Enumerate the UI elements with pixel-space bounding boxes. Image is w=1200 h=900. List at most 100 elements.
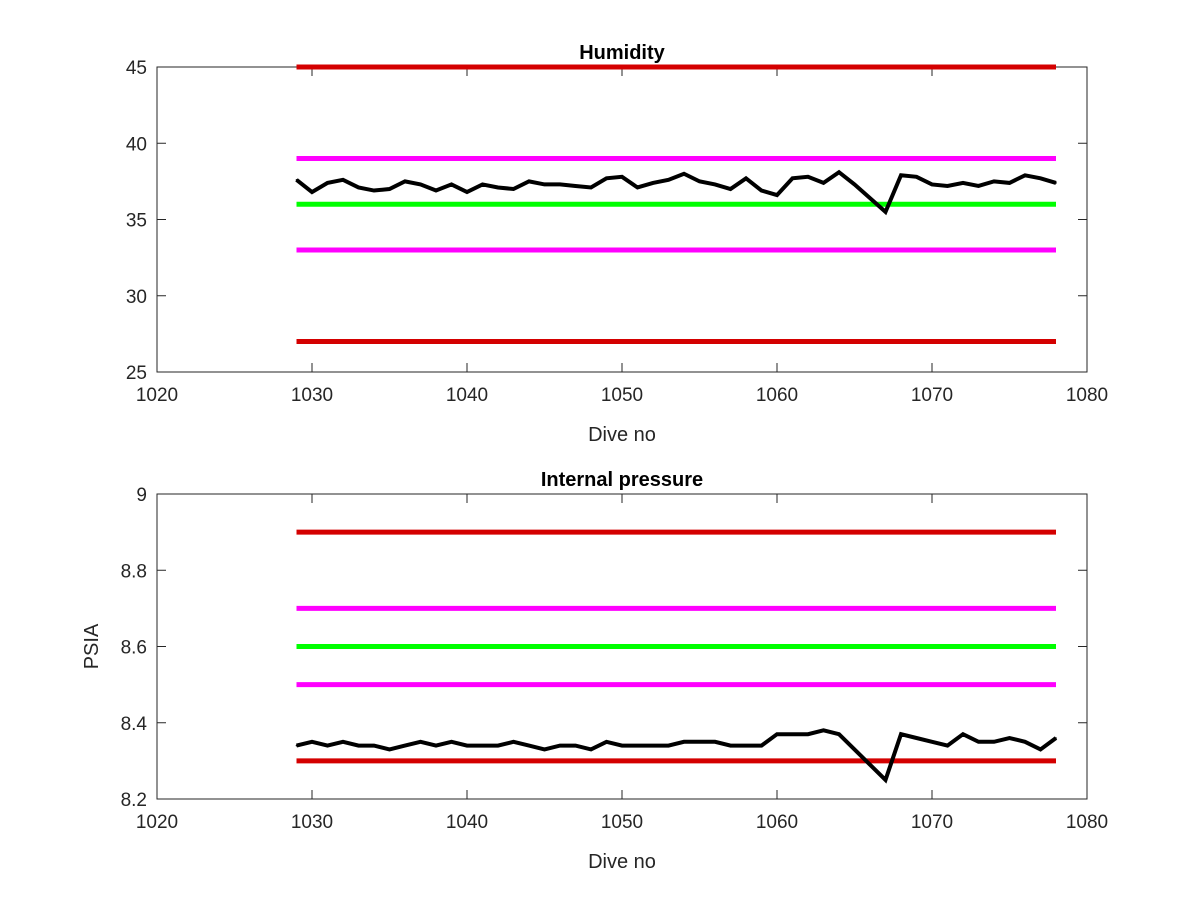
- data-point: [388, 748, 391, 751]
- y-tick-label: 35: [126, 211, 147, 232]
- x-tick-label: 1060: [756, 812, 798, 833]
- data-point: [373, 189, 375, 192]
- data-point: [915, 176, 918, 178]
- data-point: [574, 744, 577, 747]
- x-tick-label: 1030: [291, 385, 333, 406]
- data-point: [1055, 737, 1057, 739]
- data-point: [605, 177, 608, 180]
- data-point: [435, 744, 437, 747]
- data-point: [931, 183, 933, 186]
- data-point: [528, 744, 530, 747]
- data-point: [311, 741, 313, 743]
- data-point: [853, 183, 856, 186]
- data-point: [853, 748, 856, 751]
- x-tick-label: 1070: [911, 385, 953, 406]
- data-point: [450, 741, 453, 743]
- y-tick-label: 25: [126, 363, 147, 384]
- data-point: [404, 744, 406, 747]
- x-tick-label: 1040: [446, 812, 488, 833]
- y-tick-label: 8.2: [121, 790, 147, 811]
- data-point: [745, 177, 747, 180]
- data-point: [977, 185, 980, 187]
- data-point: [636, 186, 639, 189]
- data-point: [311, 191, 313, 193]
- data-point: [760, 189, 763, 192]
- data-point: [776, 194, 778, 196]
- y-tick-label: 40: [126, 134, 147, 155]
- data-point: [481, 183, 484, 186]
- data-point: [466, 744, 468, 747]
- y-tick-label: 30: [126, 287, 147, 308]
- chart-title: Humidity: [579, 42, 665, 64]
- data-point: [590, 186, 592, 189]
- data-point: [698, 180, 701, 183]
- data-point: [745, 744, 747, 747]
- x-tick-label: 1030: [291, 812, 333, 833]
- data-point: [419, 183, 422, 186]
- data-point: [915, 737, 918, 739]
- data-point: [450, 183, 453, 186]
- data-point: [807, 176, 809, 178]
- data-point: [869, 763, 871, 766]
- data-point: [760, 744, 763, 747]
- data-series-line: [296, 728, 1058, 784]
- data-point: [590, 748, 592, 751]
- y-tick-label: 8.8: [121, 561, 147, 582]
- y-tick-label: 8.6: [121, 638, 147, 659]
- data-point: [621, 744, 623, 747]
- data-point: [977, 741, 980, 743]
- data-point: [822, 182, 825, 184]
- x-axis-label: Dive no: [588, 851, 656, 873]
- data-point: [729, 188, 732, 190]
- x-tick-label: 1020: [136, 812, 178, 833]
- data-point: [931, 741, 933, 743]
- data-point: [621, 176, 623, 178]
- data-point: [962, 182, 964, 184]
- data-point: [652, 182, 654, 184]
- data-point: [466, 191, 468, 193]
- data-point: [1008, 737, 1011, 739]
- data-point: [605, 741, 608, 743]
- x-axis-label: Dive no: [588, 424, 656, 446]
- data-point: [512, 741, 515, 743]
- data-point: [342, 179, 344, 181]
- data-point: [342, 741, 344, 743]
- data-point: [295, 179, 298, 181]
- data-point: [714, 741, 716, 743]
- data-point: [993, 180, 995, 183]
- data-point: [776, 733, 778, 735]
- data-point: [497, 744, 499, 747]
- data-point: [807, 733, 809, 735]
- data-point: [1008, 182, 1011, 184]
- x-tick-label: 1050: [601, 385, 643, 406]
- data-point: [1055, 182, 1057, 184]
- data-point: [435, 189, 437, 192]
- data-point: [946, 185, 949, 187]
- data-point: [714, 183, 716, 186]
- humidity-chart: 1020 1030 1040 1050 1060 1070 1080 25 30 35 40 45 Hu…: [126, 42, 1108, 446]
- data-point: [822, 729, 825, 732]
- data-point: [683, 741, 685, 743]
- data-point: [326, 744, 329, 747]
- data-point: [993, 741, 995, 743]
- x-tick-label: 1070: [911, 812, 953, 833]
- x-tick-label: 1060: [756, 385, 798, 406]
- data-point: [667, 744, 670, 747]
- data-point: [388, 188, 391, 190]
- data-point: [729, 744, 732, 747]
- data-point: [884, 211, 887, 213]
- x-tick-label: 1080: [1066, 385, 1108, 406]
- data-point: [543, 183, 546, 186]
- data-point: [543, 748, 546, 751]
- data-point: [357, 186, 360, 189]
- x-tick-label: 1040: [446, 385, 488, 406]
- data-point: [326, 182, 329, 184]
- data-point: [636, 744, 639, 747]
- data-point: [481, 744, 484, 747]
- y-tick-label: 45: [126, 58, 147, 79]
- data-point: [559, 744, 561, 747]
- data-point: [667, 179, 670, 181]
- data-point: [1024, 741, 1026, 743]
- data-point: [900, 733, 902, 735]
